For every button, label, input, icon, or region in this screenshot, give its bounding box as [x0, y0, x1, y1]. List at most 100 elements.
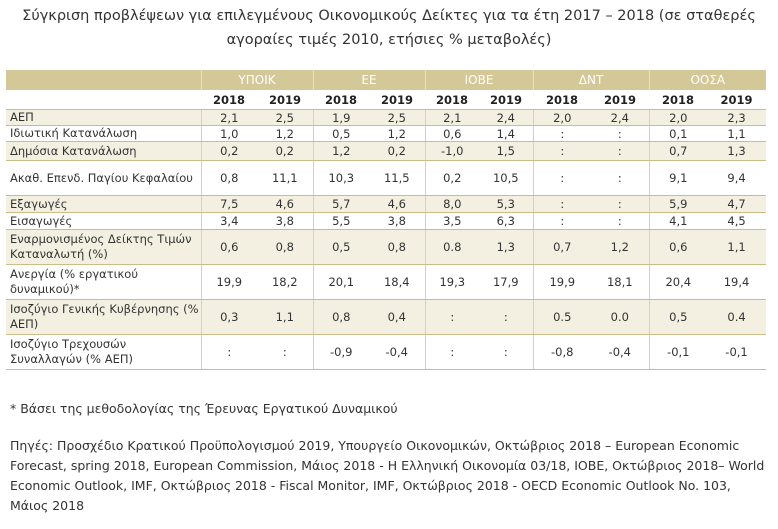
table-cell: 0,5 [648, 299, 708, 335]
table-cell: : [257, 334, 313, 370]
year-header: 2018 [649, 90, 708, 110]
table-cell: 0,7 [532, 229, 592, 265]
table-cell: -0,4 [591, 334, 650, 370]
table-cell: 5,3 [479, 195, 534, 213]
row-label: Δημόσια Κατανάλωση [6, 141, 201, 161]
year-header: 2019 [591, 90, 650, 110]
table-cell: 2,5 [257, 109, 313, 126]
table-cell: 0,6 [424, 125, 480, 142]
table-cell: 5,9 [648, 195, 708, 213]
row-label: Ανεργία (% εργατικού δυναμικού)* [6, 264, 201, 300]
table-cell: : [591, 212, 650, 230]
table-cell: 0,2 [424, 160, 480, 196]
table-cell: 0,2 [369, 141, 426, 161]
table-cell: 11,5 [369, 160, 426, 196]
table-cell: 0,8 [312, 299, 369, 335]
table-row: Ισοζύγιο Γενικής Κυβέρνησης (% ΑΕΠ) 0,3 1,… [6, 299, 767, 335]
table-cell: -0,4 [369, 334, 426, 370]
table-cell: 1,2 [369, 125, 426, 142]
year-header-empty [6, 90, 201, 110]
table-cell: 5,5 [312, 212, 369, 230]
table-cell: : [532, 141, 592, 161]
table-cell: 4,1 [648, 212, 708, 230]
title-line-1: Σύγκριση προβλέψεων για επιλεγμένους Οικ… [22, 8, 756, 24]
table-cell: 1,3 [479, 229, 534, 265]
table-cell: : [532, 160, 592, 196]
table-cell: 2,0 [648, 109, 708, 126]
table-cell: 1,1 [707, 229, 767, 265]
group-header-dnt: ΔΝΤ [532, 70, 650, 90]
row-label: Ακαθ. Επενδ. Παγίου Κεφαλαίου [6, 160, 201, 196]
table-cell: : [591, 141, 650, 161]
table-row: ΑΕΠ 2,1 2,5 1,9 2,5 2,1 2,4 2,0 2,4 2,0 2,3 [6, 109, 767, 126]
row-label: Ισοζύγιο Γενικής Κυβέρνησης (% ΑΕΠ) [6, 299, 201, 335]
table-cell: 17,9 [479, 264, 534, 300]
table-cell: 0,6 [200, 229, 257, 265]
table-cell: 0,6 [648, 229, 708, 265]
table-row: Εξαγωγές 7,5 4,6 5,7 4,6 8,0 5,3::5,9 4,7 [6, 195, 767, 213]
year-header-row: 2018 2019 2018 2019 2018 2019 2018 2019 … [6, 90, 767, 110]
table-cell: : [591, 160, 650, 196]
table-cell: 1,0 [200, 125, 257, 142]
table-cell: 9,4 [707, 160, 767, 196]
table-cell: 0,8 [257, 229, 313, 265]
table-cell: 0,5 [312, 229, 369, 265]
year-header: 2018 [313, 90, 369, 110]
table-cell: : [479, 299, 534, 335]
table-cell: 19,4 [707, 264, 767, 300]
table-cell: 1,5 [479, 141, 534, 161]
year-header: 2019 [369, 90, 426, 110]
year-header: 2018 [533, 90, 592, 110]
table-cell: : [591, 125, 650, 142]
table-cell: 1,2 [591, 229, 650, 265]
table-cell: : [532, 125, 592, 142]
table-cell: 3,5 [424, 212, 480, 230]
group-header-iobe: ΙΟΒΕ [424, 70, 534, 90]
table-cell: -0,9 [312, 334, 369, 370]
table-cell: 4,5 [707, 212, 767, 230]
table-cell: 5,7 [312, 195, 369, 213]
table-cell: -1,0 [424, 141, 480, 161]
table-cell: 0,8 [369, 229, 426, 265]
table-row: Εισαγωγές 3,4 3,8 5,5 3,8 3,5 6,3::4,1 4,5 [6, 212, 767, 230]
table-cell: 3,8 [257, 212, 313, 230]
table-cell: 2,5 [369, 109, 426, 126]
table-cell: : [479, 334, 534, 370]
table-cell: 4,6 [257, 195, 313, 213]
table-cell: 0,3 [200, 299, 257, 335]
row-label: Εναρμονισμένος Δείκτης Τιμών Καταναλωτή … [6, 229, 201, 265]
table-cell: 0,4 [369, 299, 426, 335]
table-cell: 1,1 [257, 299, 313, 335]
table-cell: 18,2 [257, 264, 313, 300]
table-cell: 1,4 [479, 125, 534, 142]
table-cell: 1,2 [257, 125, 313, 142]
table-cell: 2,1 [424, 109, 480, 126]
table-cell: 1,1 [707, 125, 767, 142]
table-cell: 2,4 [479, 109, 534, 126]
table-cell: 0,8 [200, 160, 257, 196]
row-label: ΑΕΠ [6, 109, 201, 126]
group-header-empty [6, 70, 201, 90]
group-header-ypoik: ΥΠΟΙΚ [200, 70, 313, 90]
year-header: 2018 [425, 90, 480, 110]
row-label: Εξαγωγές [6, 195, 201, 213]
table-row: Ακαθ. Επενδ. Παγίου Κεφαλαίου 0,8 11,1 10,3… [6, 160, 767, 196]
table-row: Δημόσια Κατανάλωση 0,2 0,2 1,2 0,2 -1,0 1,5::0… [6, 141, 767, 161]
forecast-comparison-table: ΥΠΟΙΚ ΕΕ ΙΟΒΕ ΔΝΤ ΟΟΣΑ 2018 2019 2018 20… [6, 70, 767, 370]
year-header: 2019 [479, 90, 534, 110]
year-header: 2018 [201, 90, 257, 110]
table-cell: 4,7 [707, 195, 767, 213]
sources-note: Πηγές: Προσχέδιο Κρατικού Προϋπολογισμού… [10, 438, 765, 513]
table-cell: : [591, 195, 650, 213]
table-cell: 8,0 [424, 195, 480, 213]
table-cell: -0,1 [648, 334, 708, 370]
group-header-ee: ΕΕ [312, 70, 426, 90]
table-cell: -0,1 [707, 334, 767, 370]
table-cell: 6,3 [479, 212, 534, 230]
table-cell: 2,0 [532, 109, 592, 126]
table-cell: 20,4 [648, 264, 708, 300]
group-header-oosa: ΟΟΣΑ [648, 70, 767, 90]
table-cell: 19,9 [200, 264, 257, 300]
table-row: Ιδιωτική Κατανάλωση 1,0 1,2 0,5 1,2 0,6 1,4::0… [6, 125, 767, 142]
footnote: * Βάσει της μεθοδολογίας της Έρευνας Εργ… [10, 401, 398, 416]
